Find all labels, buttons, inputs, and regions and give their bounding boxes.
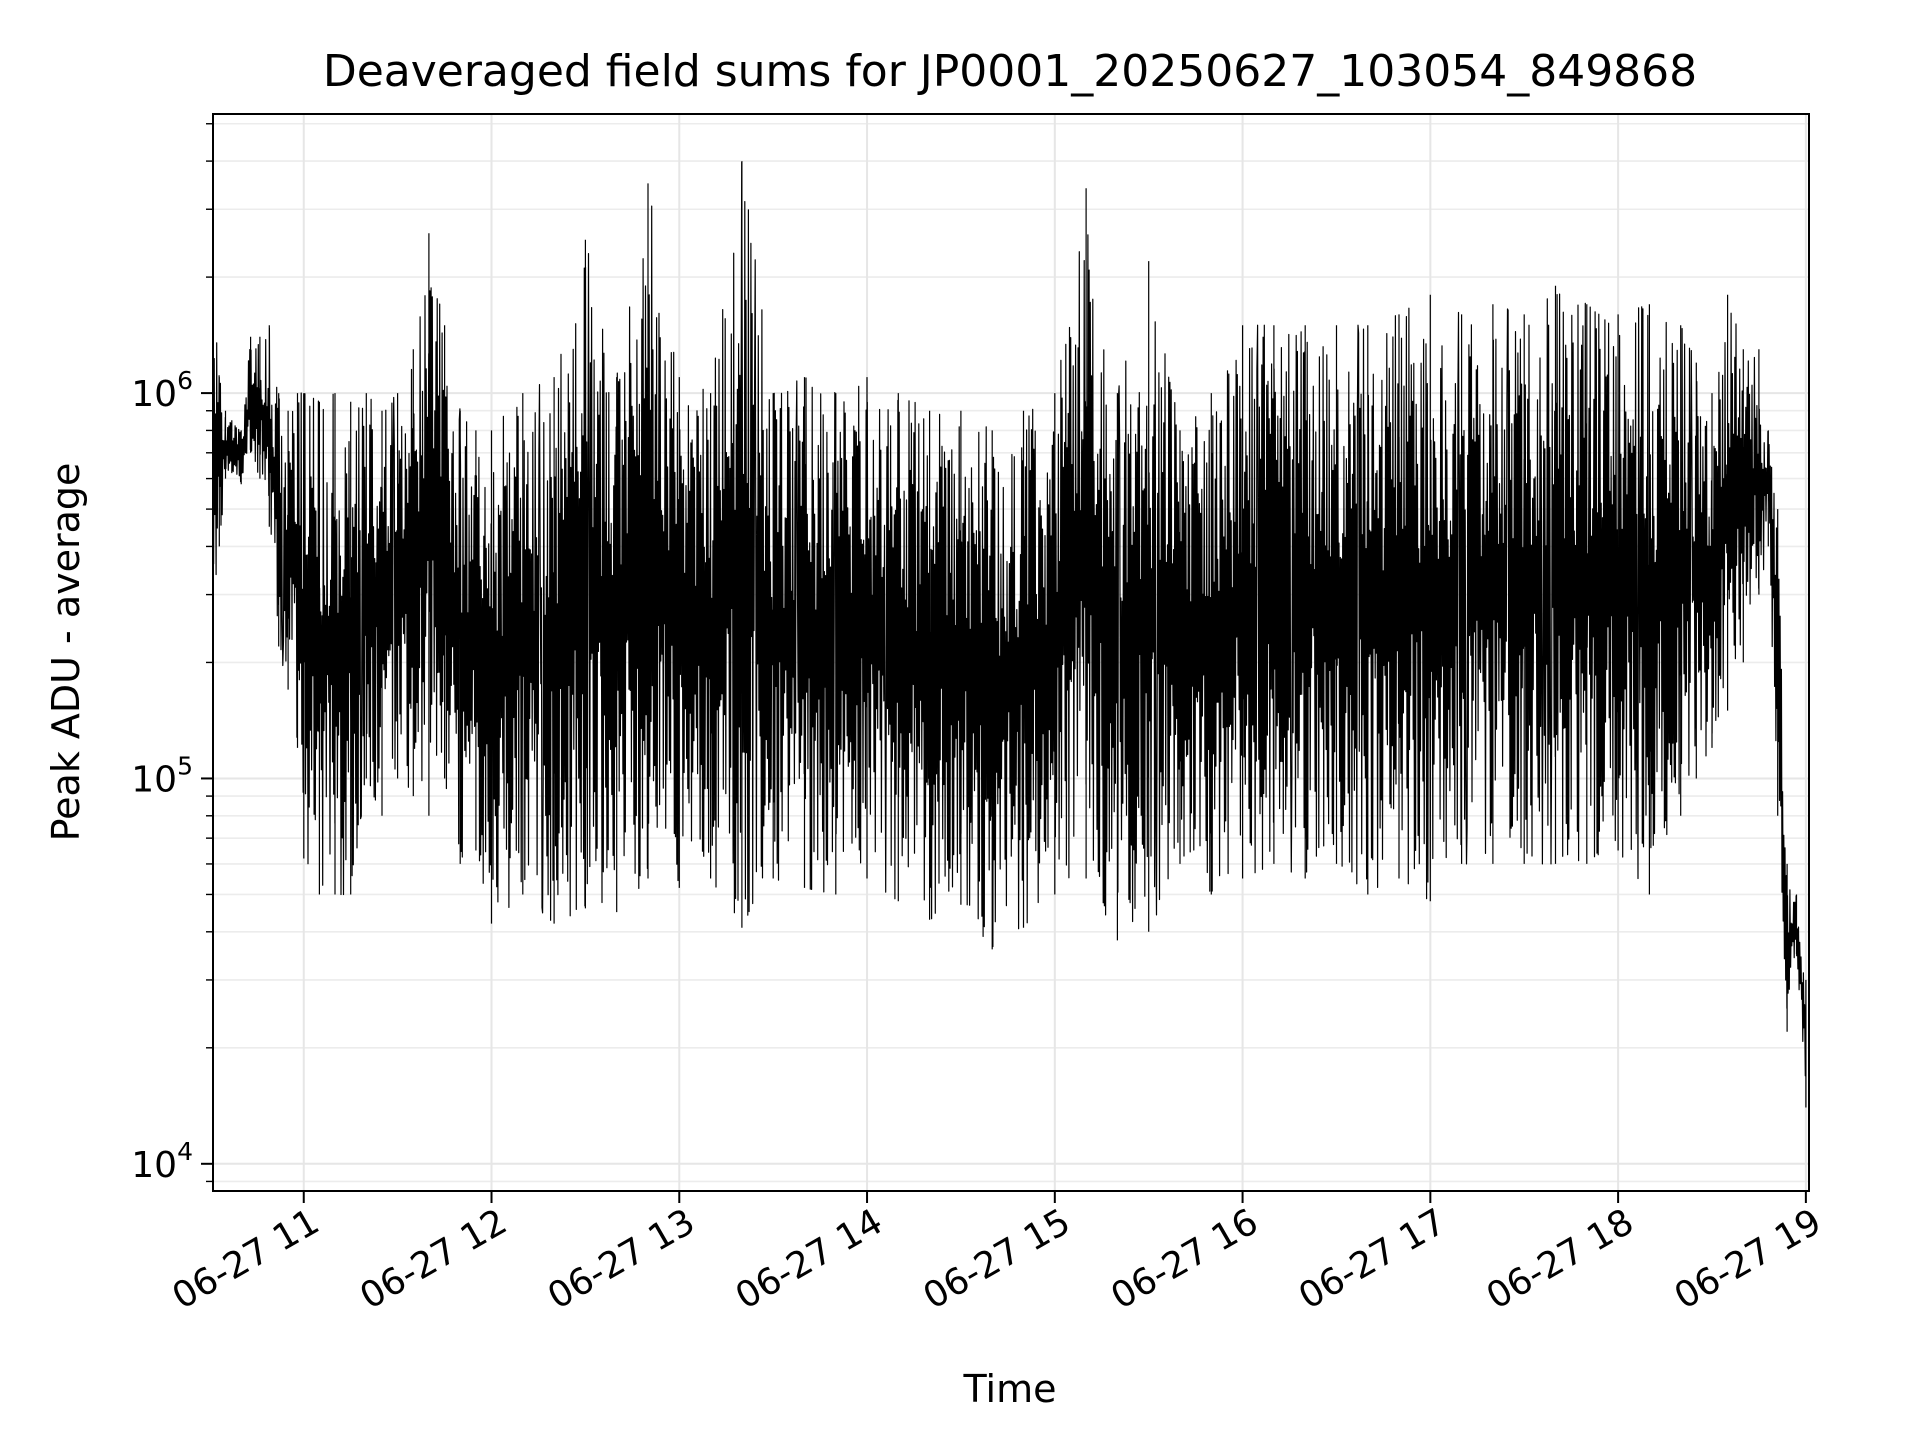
y-tick-exponent: 6 <box>177 366 193 395</box>
x-axis-label: Time <box>963 1367 1057 1411</box>
y-tick-label: 104 <box>131 1137 193 1186</box>
y-tick-label: 105 <box>131 751 193 800</box>
y-tick-base: 10 <box>131 374 177 415</box>
y-tick-label: 106 <box>131 366 193 415</box>
y-axis-label: Peak ADU - average <box>44 463 88 842</box>
y-tick-base: 10 <box>131 759 177 800</box>
y-tick-exponent: 5 <box>177 751 193 780</box>
series-line-peak-adu <box>212 161 1807 1108</box>
y-tick-base: 10 <box>131 1145 177 1186</box>
chart-title: Deaveraged field sums for JP0001_2025062… <box>323 46 1697 97</box>
plot-area-frame <box>212 113 1810 1192</box>
plot-series <box>212 161 1807 1108</box>
y-tick-exponent: 4 <box>177 1137 193 1166</box>
